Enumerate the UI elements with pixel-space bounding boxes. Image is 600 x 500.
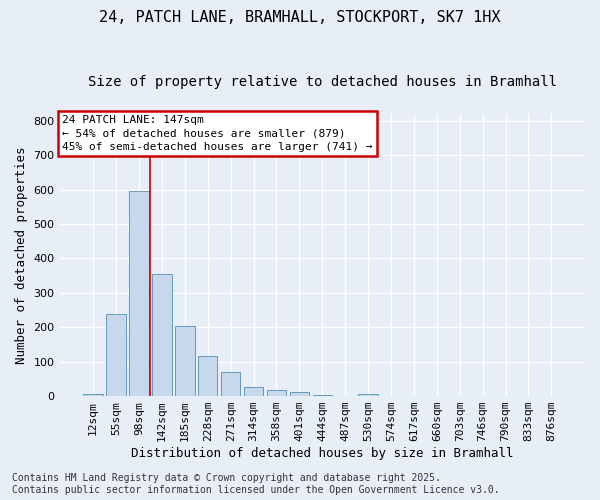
Bar xyxy=(290,392,309,396)
Text: 24, PATCH LANE, BRAMHALL, STOCKPORT, SK7 1HX: 24, PATCH LANE, BRAMHALL, STOCKPORT, SK7… xyxy=(99,10,501,25)
Bar xyxy=(129,190,149,396)
Bar xyxy=(83,394,103,396)
X-axis label: Distribution of detached houses by size in Bramhall: Distribution of detached houses by size … xyxy=(131,447,514,460)
Text: Contains HM Land Registry data © Crown copyright and database right 2025.
Contai: Contains HM Land Registry data © Crown c… xyxy=(12,474,500,495)
Bar xyxy=(313,394,332,396)
Bar xyxy=(106,314,126,396)
Title: Size of property relative to detached houses in Bramhall: Size of property relative to detached ho… xyxy=(88,75,557,89)
Bar xyxy=(221,372,241,396)
Bar xyxy=(175,326,194,396)
Bar xyxy=(358,394,378,396)
Bar xyxy=(267,390,286,396)
Bar xyxy=(152,274,172,396)
Bar xyxy=(244,387,263,396)
Text: 24 PATCH LANE: 147sqm
← 54% of detached houses are smaller (879)
45% of semi-det: 24 PATCH LANE: 147sqm ← 54% of detached … xyxy=(62,115,373,152)
Y-axis label: Number of detached properties: Number of detached properties xyxy=(15,146,28,364)
Bar xyxy=(198,356,217,396)
